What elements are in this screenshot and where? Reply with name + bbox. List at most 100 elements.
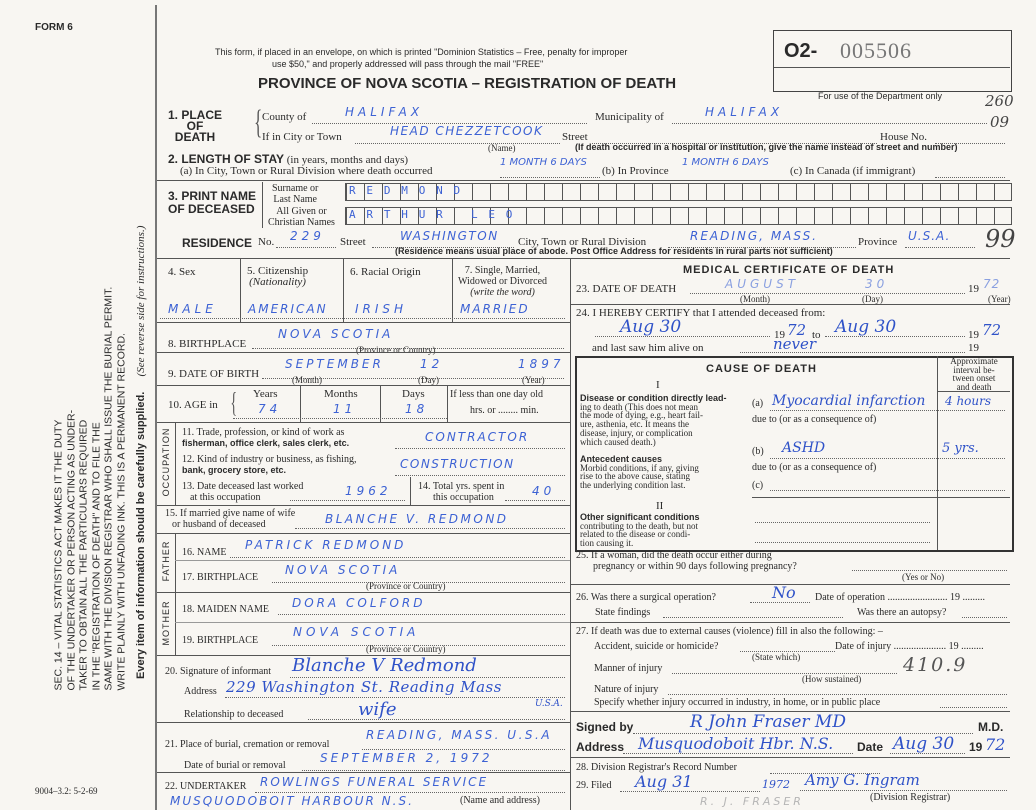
stay-canada-field[interactable] xyxy=(935,177,1005,178)
house-field[interactable] xyxy=(935,143,1005,144)
mail-notice-2: use $50," and properly addressed will pa… xyxy=(272,59,544,69)
surname-boxes[interactable] xyxy=(345,183,1012,201)
filed-field[interactable] xyxy=(620,791,760,792)
mother-birthplace-field[interactable] xyxy=(272,645,565,646)
physician-address-field[interactable] xyxy=(623,753,853,754)
autopsy-label: Was there an autopsy? xyxy=(857,607,947,618)
father-birthplace-field[interactable] xyxy=(272,582,565,583)
stay-province-label: (b) In Province xyxy=(602,165,669,177)
county-field[interactable] xyxy=(312,123,587,124)
part-two-label: II xyxy=(656,500,664,512)
residence-street-value: WASHINGTON xyxy=(400,229,499,243)
rule xyxy=(570,711,1010,712)
dob-field[interactable] xyxy=(262,378,564,379)
cause-c-field[interactable] xyxy=(770,490,1005,491)
rule xyxy=(157,385,570,386)
marital-label: 7. Single, Married, Widowed or Divorced (w… xyxy=(458,265,548,298)
residence-no-field[interactable] xyxy=(276,247,336,248)
month-note: (Month) xyxy=(292,375,322,385)
residence-no-value: 229 xyxy=(290,229,325,243)
signed-by-field[interactable] xyxy=(633,733,973,734)
age-field[interactable] xyxy=(233,418,447,419)
q13-field[interactable] xyxy=(290,500,405,501)
autopsy-field[interactable] xyxy=(962,617,1007,618)
registrar-field[interactable] xyxy=(800,790,1007,791)
relationship-field[interactable] xyxy=(308,719,565,720)
dob-day: 12 xyxy=(420,357,444,371)
stay-city-field[interactable] xyxy=(500,177,600,178)
last-worked-value: 1962 xyxy=(345,484,392,498)
month-note: (Month) xyxy=(740,294,770,304)
q13-label: 13. Date deceased last worked at this occ… xyxy=(182,481,304,503)
spouse-field[interactable] xyxy=(295,528,565,529)
residence-province-field[interactable] xyxy=(905,247,975,248)
dob-month: SEPTEMBER xyxy=(285,357,384,371)
cause-a-label: (a) xyxy=(752,398,764,409)
personal-fields[interactable] xyxy=(160,318,565,319)
registrar-signature: Amy G. Ingram xyxy=(805,771,920,789)
father-name-field[interactable] xyxy=(230,557,565,558)
q14-field[interactable] xyxy=(505,500,565,501)
death-year-prefix: 19 xyxy=(968,283,979,295)
stay-canada-label: (c) In Canada (if immigrant) xyxy=(790,165,916,177)
physician-address-label: Address xyxy=(576,740,625,754)
other-conditions-field[interactable] xyxy=(755,522,930,523)
residence-city-value: READING, MASS. xyxy=(690,229,818,243)
surgery-field[interactable] xyxy=(750,602,810,603)
spouse-value: BLANCHE V. REDMOND xyxy=(325,512,509,526)
birthplace-value: NOVA SCOTIA xyxy=(278,327,394,341)
serial-prefix: O2- xyxy=(784,40,818,62)
q12-field[interactable] xyxy=(395,475,565,476)
how-sustained-note: (How sustained) xyxy=(802,674,862,684)
residence-city-field[interactable] xyxy=(668,247,856,248)
attended-from: Aug 30 xyxy=(620,317,682,337)
manner-field[interactable] xyxy=(672,673,897,674)
q11-field[interactable] xyxy=(395,448,565,449)
days-label: Days xyxy=(402,388,425,400)
informant-signature-field[interactable] xyxy=(290,677,565,678)
burial-date-field[interactable] xyxy=(302,770,565,771)
stay-city-label: (a) In City, Town or Rural Division wher… xyxy=(180,165,433,177)
father-name-label: 16. NAME xyxy=(182,547,227,558)
rule xyxy=(175,622,570,623)
undertaker-field[interactable] xyxy=(255,792,565,793)
yes-no-note: (Yes or No) xyxy=(902,572,945,582)
attended-to-field[interactable] xyxy=(825,336,965,337)
rule xyxy=(937,391,1010,392)
nature-field[interactable] xyxy=(668,694,1007,695)
attended-from-field[interactable] xyxy=(595,336,770,337)
informant-address-field[interactable] xyxy=(225,697,565,698)
year-prefix: 19 xyxy=(774,329,785,341)
other-conditions-field[interactable] xyxy=(755,542,930,543)
residence-label: RESIDENCE xyxy=(182,236,253,250)
father-birthplace-label: 17. BIRTHPLACE xyxy=(182,572,259,583)
residence-street-field[interactable] xyxy=(372,247,514,248)
date-of-death-field[interactable] xyxy=(690,293,965,294)
other-conditions-text: Other significant conditions contributing… xyxy=(580,512,700,549)
dept-use-label: For use of the Department only xyxy=(818,91,943,101)
filed-year: 1972 xyxy=(762,778,790,791)
accident-field[interactable] xyxy=(740,651,835,652)
findings-field[interactable] xyxy=(663,617,843,618)
cause-a-field[interactable] xyxy=(770,410,1005,411)
cause-b-field[interactable] xyxy=(770,458,1005,459)
municipality-field[interactable] xyxy=(672,123,987,124)
burial-place-field[interactable] xyxy=(362,749,565,750)
city-field[interactable] xyxy=(355,143,560,144)
city-value: HEAD CHEZZETCOOK xyxy=(390,124,544,138)
marital-value: MARRIED xyxy=(460,302,530,316)
specify-label: Specify whether injury occurred in indus… xyxy=(594,697,881,708)
specify-field[interactable] xyxy=(940,707,1007,708)
street-field[interactable] xyxy=(592,143,877,144)
given-name-value: ARTHUR LEO xyxy=(349,208,524,221)
birthplace-field[interactable] xyxy=(252,348,564,349)
undertaker-name: ROWLINGS FUNERAL SERVICE xyxy=(260,775,489,789)
antecedent-text: Antecedent causes Morbid conditions, if a… xyxy=(580,454,699,491)
street-label: Street xyxy=(562,131,588,143)
given-name-boxes[interactable] xyxy=(345,207,1012,225)
last-saw-field[interactable] xyxy=(740,352,965,353)
pregnancy-field[interactable] xyxy=(852,570,1007,571)
sign-date-field[interactable] xyxy=(890,753,965,754)
mother-name-field[interactable] xyxy=(278,614,565,615)
record-number-field[interactable] xyxy=(770,773,880,774)
